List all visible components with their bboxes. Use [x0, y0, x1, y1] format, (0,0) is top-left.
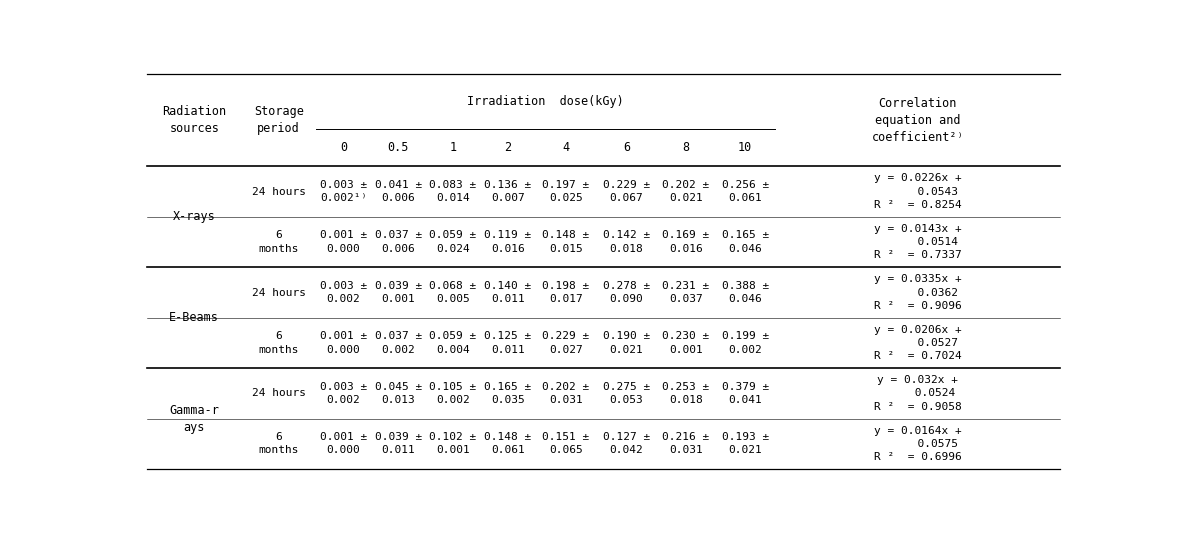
- Text: 0.142 ±
0.018: 0.142 ± 0.018: [603, 230, 650, 254]
- Text: 0.253 ±
0.018: 0.253 ± 0.018: [662, 382, 709, 405]
- Text: 4: 4: [562, 141, 569, 154]
- Text: y = 0.0164x +
      0.0575
R ²  = 0.6996: y = 0.0164x + 0.0575 R ² = 0.6996: [874, 426, 961, 462]
- Text: 0.001 ±
0.000: 0.001 ± 0.000: [320, 331, 368, 354]
- Text: Irradiation  dose(kGy): Irradiation dose(kGy): [468, 95, 624, 108]
- Text: 0.039 ±
0.001: 0.039 ± 0.001: [375, 281, 422, 304]
- Text: 0.001 ±
0.000: 0.001 ± 0.000: [320, 432, 368, 455]
- Text: Correlation
equation and
coefficient²⁾: Correlation equation and coefficient²⁾: [872, 97, 964, 144]
- Text: 24 hours: 24 hours: [252, 288, 306, 298]
- Text: 0.136 ±
0.007: 0.136 ± 0.007: [484, 180, 531, 203]
- Text: Gamma-r
ays: Gamma-r ays: [170, 403, 219, 434]
- Text: 0.231 ±
0.037: 0.231 ± 0.037: [662, 281, 709, 304]
- Text: y = 0.0226x +
      0.0543
R ²  = 0.8254: y = 0.0226x + 0.0543 R ² = 0.8254: [874, 174, 961, 210]
- Text: 6
months: 6 months: [258, 331, 299, 354]
- Text: 0.379 ±
0.041: 0.379 ± 0.041: [722, 382, 769, 405]
- Text: 0.041 ±
0.006: 0.041 ± 0.006: [375, 180, 422, 203]
- Text: y = 0.0143x +
      0.0514
R ²  = 0.7337: y = 0.0143x + 0.0514 R ² = 0.7337: [874, 224, 961, 260]
- Text: 0.148 ±
0.061: 0.148 ± 0.061: [484, 432, 531, 455]
- Text: 6
months: 6 months: [258, 230, 299, 254]
- Text: 0.197 ±
0.025: 0.197 ± 0.025: [542, 180, 589, 203]
- Text: 0.202 ±
0.021: 0.202 ± 0.021: [662, 180, 709, 203]
- Text: 0.125 ±
0.011: 0.125 ± 0.011: [484, 331, 531, 354]
- Text: 0.151 ±
0.065: 0.151 ± 0.065: [542, 432, 589, 455]
- Text: 0: 0: [340, 141, 348, 154]
- Text: 0.045 ±
0.013: 0.045 ± 0.013: [375, 382, 422, 405]
- Text: 0.003 ±
0.002: 0.003 ± 0.002: [320, 281, 368, 304]
- Text: 0.278 ±
0.090: 0.278 ± 0.090: [603, 281, 650, 304]
- Text: 0.039 ±
0.011: 0.039 ± 0.011: [375, 432, 422, 455]
- Text: Storage
period: Storage period: [253, 105, 304, 135]
- Text: 1: 1: [450, 141, 457, 154]
- Text: 0.059 ±
0.024: 0.059 ± 0.024: [430, 230, 477, 254]
- Text: 0.190 ±
0.021: 0.190 ± 0.021: [603, 331, 650, 354]
- Text: 0.083 ±
0.014: 0.083 ± 0.014: [430, 180, 477, 203]
- Text: 2: 2: [504, 141, 511, 154]
- Text: 0.037 ±
0.002: 0.037 ± 0.002: [375, 331, 422, 354]
- Text: 0.230 ±
0.001: 0.230 ± 0.001: [662, 331, 709, 354]
- Text: 0.202 ±
0.031: 0.202 ± 0.031: [542, 382, 589, 405]
- Text: 6
months: 6 months: [258, 432, 299, 455]
- Text: 0.127 ±
0.042: 0.127 ± 0.042: [603, 432, 650, 455]
- Text: 0.119 ±
0.016: 0.119 ± 0.016: [484, 230, 531, 254]
- Text: 0.199 ±
0.002: 0.199 ± 0.002: [722, 331, 769, 354]
- Text: 0.165 ±
0.046: 0.165 ± 0.046: [722, 230, 769, 254]
- Text: 0.102 ±
0.001: 0.102 ± 0.001: [430, 432, 477, 455]
- Text: 6: 6: [623, 141, 630, 154]
- Text: 0.037 ±
0.006: 0.037 ± 0.006: [375, 230, 422, 254]
- Text: E-Beams: E-Beams: [170, 311, 219, 324]
- Text: 0.148 ±
0.015: 0.148 ± 0.015: [542, 230, 589, 254]
- Text: 0.256 ±
0.061: 0.256 ± 0.061: [722, 180, 769, 203]
- Text: 24 hours: 24 hours: [252, 187, 306, 197]
- Text: 0.140 ±
0.011: 0.140 ± 0.011: [484, 281, 531, 304]
- Text: 0.388 ±
0.046: 0.388 ± 0.046: [722, 281, 769, 304]
- Text: 0.003 ±
0.002: 0.003 ± 0.002: [320, 382, 368, 405]
- Text: 0.5: 0.5: [388, 141, 409, 154]
- Text: 10: 10: [739, 141, 753, 154]
- Text: 8: 8: [682, 141, 689, 154]
- Text: X-rays: X-rays: [173, 210, 216, 223]
- Text: 0.275 ±
0.053: 0.275 ± 0.053: [603, 382, 650, 405]
- Text: y = 0.0335x +
      0.0362
R ²  = 0.9096: y = 0.0335x + 0.0362 R ² = 0.9096: [874, 274, 961, 311]
- Text: 0.216 ±
0.031: 0.216 ± 0.031: [662, 432, 709, 455]
- Text: 0.003 ±
0.002¹⁾: 0.003 ± 0.002¹⁾: [320, 180, 368, 203]
- Text: 0.193 ±
0.021: 0.193 ± 0.021: [722, 432, 769, 455]
- Text: 0.068 ±
0.005: 0.068 ± 0.005: [430, 281, 477, 304]
- Text: 0.169 ±
0.016: 0.169 ± 0.016: [662, 230, 709, 254]
- Text: 0.105 ±
0.002: 0.105 ± 0.002: [430, 382, 477, 405]
- Text: 0.198 ±
0.017: 0.198 ± 0.017: [542, 281, 589, 304]
- Text: 0.165 ±
0.035: 0.165 ± 0.035: [484, 382, 531, 405]
- Text: 0.059 ±
0.004: 0.059 ± 0.004: [430, 331, 477, 354]
- Text: 0.229 ±
0.067: 0.229 ± 0.067: [603, 180, 650, 203]
- Text: 0.229 ±
0.027: 0.229 ± 0.027: [542, 331, 589, 354]
- Text: 24 hours: 24 hours: [252, 388, 306, 399]
- Text: y = 0.0206x +
      0.0527
R ²  = 0.7024: y = 0.0206x + 0.0527 R ² = 0.7024: [874, 325, 961, 361]
- Text: Radiation
sources: Radiation sources: [163, 105, 226, 135]
- Text: y = 0.032x +
     0.0524
R ²  = 0.9058: y = 0.032x + 0.0524 R ² = 0.9058: [874, 375, 961, 412]
- Text: 0.001 ±
0.000: 0.001 ± 0.000: [320, 230, 368, 254]
